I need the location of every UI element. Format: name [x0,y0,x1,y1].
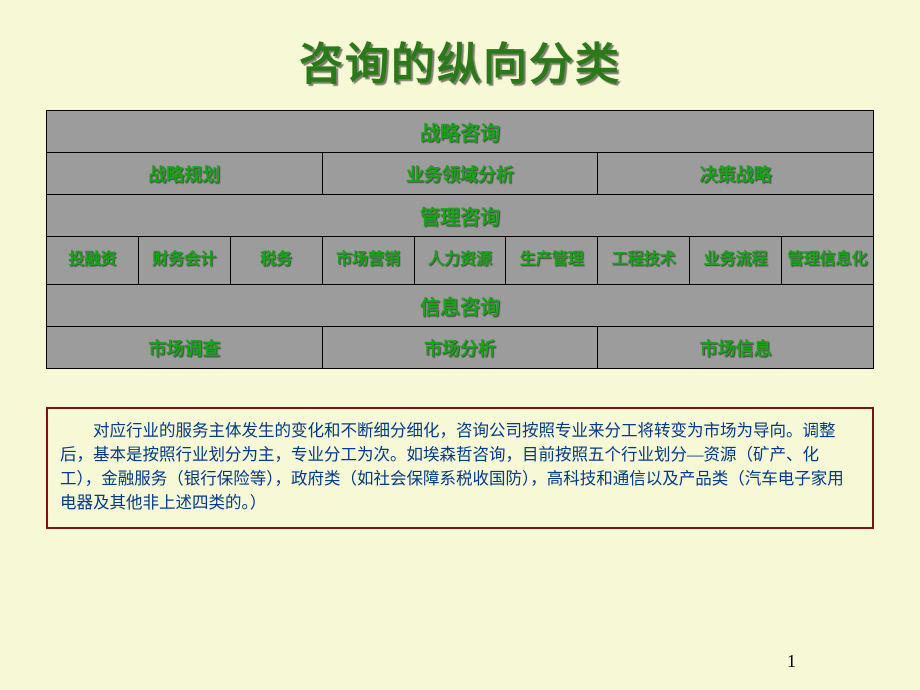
cell-mgmt-5: 人力资源 [414,237,506,285]
cell-strategy-1: 战略规划 [47,153,323,195]
page-number: 1 [787,651,796,672]
note-content: 对应行业的服务主体发生的变化和不断细分细化，咨询公司按照专业来分工将转变为市场为… [60,421,844,512]
cell-info-1: 市场调查 [47,327,323,369]
row-strategy-header: 战略咨询 [47,111,874,153]
cell-info-2: 市场分析 [322,327,598,369]
cell-mgmt-8: 业务流程 [690,237,782,285]
cell-mgmt-9: 管理信息化 [782,237,874,285]
note-text: 对应行业的服务主体发生的变化和不断细分细化，咨询公司按照专业来分工将转变为市场为… [60,419,860,515]
cell-mgmt-1: 投融资 [47,237,139,285]
row-management-header: 管理咨询 [47,195,874,237]
cell-mgmt-4: 市场营销 [322,237,414,285]
cell-mgmt-7: 工程技术 [598,237,690,285]
cell-strategy-2: 业务领域分析 [322,153,598,195]
row-info-header: 信息咨询 [47,285,874,327]
note-box: 对应行业的服务主体发生的变化和不断细分细化，咨询公司按照专业来分工将转变为市场为… [46,407,874,529]
slide-title: 咨询的纵向分类 [0,0,920,110]
cell-mgmt-2: 财务会计 [138,237,230,285]
cell-info-3: 市场信息 [598,327,874,369]
classification-table: 战略咨询 战略规划 业务领域分析 决策战略 管理咨询 投融资 财务会计 税务 市… [46,110,874,369]
cell-mgmt-6: 生产管理 [506,237,598,285]
cell-mgmt-3: 税务 [230,237,322,285]
cell-strategy-3: 决策战略 [598,153,874,195]
